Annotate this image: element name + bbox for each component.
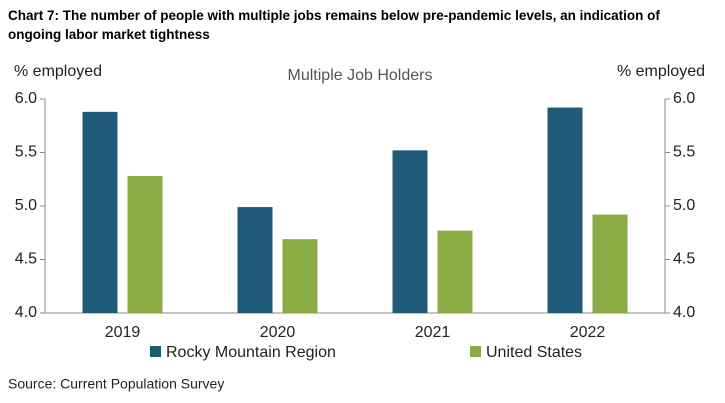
y2-tick-label: 5.0	[673, 197, 695, 214]
y2-tick-label: 4.5	[673, 251, 695, 268]
legend-swatch	[470, 346, 481, 357]
y-tick-label: 6.0	[15, 90, 37, 107]
y2-axis-label: % employed	[617, 63, 705, 80]
legend-label: United States	[486, 344, 582, 361]
x-tick-label: 2021	[415, 324, 451, 341]
x-tick-label: 2022	[570, 324, 606, 341]
bar	[237, 207, 273, 313]
x-tick-label: 2020	[260, 324, 296, 341]
bar	[547, 107, 583, 313]
chart-subtitle: Multiple Job Holders	[288, 67, 433, 84]
y-tick-label: 4.0	[15, 304, 37, 321]
y-tick-label: 4.5	[15, 251, 37, 268]
source: Source: Current Population Survey	[8, 376, 224, 392]
y-axis-label: % employed	[14, 63, 102, 80]
bar	[127, 176, 163, 313]
y-tick-label: 5.0	[15, 197, 37, 214]
legend-swatch	[150, 346, 161, 357]
y2-tick-label: 6.0	[673, 90, 695, 107]
y2-tick-label: 5.5	[673, 144, 695, 161]
chart-title: Chart 7: The number of people with multi…	[8, 8, 660, 42]
bar	[592, 214, 628, 313]
legend-label: Rocky Mountain Region	[166, 344, 336, 361]
x-tick-label: 2019	[105, 324, 141, 341]
bar	[437, 230, 473, 313]
bar	[392, 150, 428, 313]
y2-tick-label: 4.0	[673, 304, 695, 321]
y-tick-label: 5.5	[15, 144, 37, 161]
bar	[82, 111, 118, 313]
bar	[282, 239, 318, 313]
